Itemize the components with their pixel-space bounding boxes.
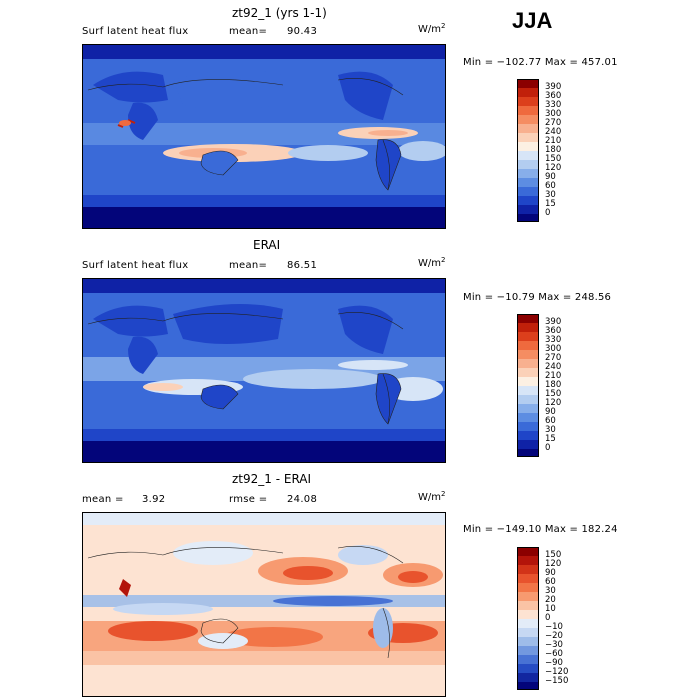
panel3-cbar-tick: −20 xyxy=(545,631,563,641)
panel1-cbar-tick: 180 xyxy=(545,145,562,155)
panel2-cbar-tick: 90 xyxy=(545,407,556,417)
panel3-map-svg xyxy=(83,513,445,696)
panel3-minmax: Min = −149.10 Max = 182.24 xyxy=(463,524,618,535)
panel1-cbar-tick: 150 xyxy=(545,154,562,164)
panel2-field-label: Surf latent heat flux xyxy=(82,260,189,271)
panel1-map xyxy=(82,44,446,229)
panel3-cbar-tick: 120 xyxy=(545,559,562,569)
panel3-cbar-tick: −120 xyxy=(545,667,569,677)
panel3-cbar-tick: −90 xyxy=(545,658,563,668)
panel3-colorbar-svg xyxy=(517,547,539,690)
panel1-minmax: Min = −102.77 Max = 457.01 xyxy=(463,57,618,68)
panel3-title: zt92_1 - ERAI xyxy=(232,472,312,486)
panel1-field-label: Surf latent heat flux xyxy=(82,26,189,37)
panel1-cbar-tick: 0 xyxy=(545,208,551,218)
panel2-cbar-tick: 150 xyxy=(545,389,562,399)
panel2-cbar-tick: 60 xyxy=(545,416,556,426)
panel1-title: zt92_1 (yrs 1-1) xyxy=(232,6,327,20)
panel1-cbar-tick: 390 xyxy=(545,82,562,92)
panel1-colorbar-svg xyxy=(517,79,539,222)
panel1-cbar-tick: 120 xyxy=(545,163,562,173)
panel2-title: ERAI xyxy=(253,238,281,252)
panel1-cbar-tick: 300 xyxy=(545,109,562,119)
panel3-mean-value: 3.92 xyxy=(142,494,166,505)
panel1-mean-label: mean= xyxy=(229,26,268,37)
panel2-cbar-tick: 390 xyxy=(545,317,562,327)
panel1-cbar-tick: 360 xyxy=(545,91,562,101)
panel3-cbar-tick: −10 xyxy=(545,622,563,632)
panel2-cbar-tick: 30 xyxy=(545,425,556,435)
panel3-cbar-tick: 10 xyxy=(545,604,556,614)
panel1-map-svg xyxy=(83,45,445,228)
panel3-cbar-tick: 20 xyxy=(545,595,556,605)
panel3-map xyxy=(82,512,446,697)
panel1-mean-value: 90.43 xyxy=(287,26,318,37)
panel2-cbar-tick: 0 xyxy=(545,443,551,453)
panel3-units: W/m2 xyxy=(418,490,446,503)
panel2-mean-value: 86.51 xyxy=(287,260,318,271)
panel2-cbar-tick: 300 xyxy=(545,344,562,354)
panel2-map xyxy=(82,278,446,463)
panel2-cbar-tick: 330 xyxy=(545,335,562,345)
panel1-cbar-tick: 60 xyxy=(545,181,556,191)
panel2-cbar-tick: 15 xyxy=(545,434,556,444)
panel3-cbar-tick: 0 xyxy=(545,613,551,623)
panel3-colorbar: 150 120 90 60 30 20 10 0 −10 −20 −30 −60… xyxy=(517,547,577,690)
panel2-cbar-tick: 210 xyxy=(545,371,562,381)
panel2-cbar-tick: 270 xyxy=(545,353,562,363)
panel2-units: W/m2 xyxy=(418,256,446,269)
panel3-cbar-tick: 90 xyxy=(545,568,556,578)
panel1-cbar-tick: 15 xyxy=(545,199,556,209)
panel1-colorbar: 390 360 330 300 270 240 210 180 150 120 … xyxy=(517,79,577,222)
panel2-mean-label: mean= xyxy=(229,260,268,271)
panel3-cbar-tick: −60 xyxy=(545,649,563,659)
panel3-cbar-tick: −30 xyxy=(545,640,563,650)
panel3-mean-label: mean = xyxy=(82,494,124,505)
panel1-cbar-tick: 90 xyxy=(545,172,556,182)
panel2-cbar-tick: 360 xyxy=(545,326,562,336)
panel2-colorbar: 390 360 330 300 270 240 210 180 150 120 … xyxy=(517,314,577,457)
panel1-cbar-tick: 210 xyxy=(545,136,562,146)
panel1-units: W/m2 xyxy=(418,22,446,35)
panel2-map-svg xyxy=(83,279,445,462)
panel3-cbar-tick: −150 xyxy=(545,676,569,686)
panel2-cbar-tick: 120 xyxy=(545,398,562,408)
panel1-cbar-tick: 270 xyxy=(545,118,562,128)
panel1-cbar-tick: 330 xyxy=(545,100,562,110)
panel3-cbar-tick: 60 xyxy=(545,577,556,587)
panel1-cbar-tick: 30 xyxy=(545,190,556,200)
panel2-cbar-tick: 180 xyxy=(545,380,562,390)
panel3-rmse-label: rmse = xyxy=(229,494,268,505)
panel2-cbar-tick: 240 xyxy=(545,362,562,372)
panel2-colorbar-svg xyxy=(517,314,539,457)
panel3-rmse-value: 24.08 xyxy=(287,494,318,505)
panel3-cbar-tick: 30 xyxy=(545,586,556,596)
panel3-cbar-tick: 150 xyxy=(545,550,562,560)
season-label: JJA xyxy=(512,8,553,33)
panel2-minmax: Min = −10.79 Max = 248.56 xyxy=(463,292,612,303)
panel1-cbar-tick: 240 xyxy=(545,127,562,137)
